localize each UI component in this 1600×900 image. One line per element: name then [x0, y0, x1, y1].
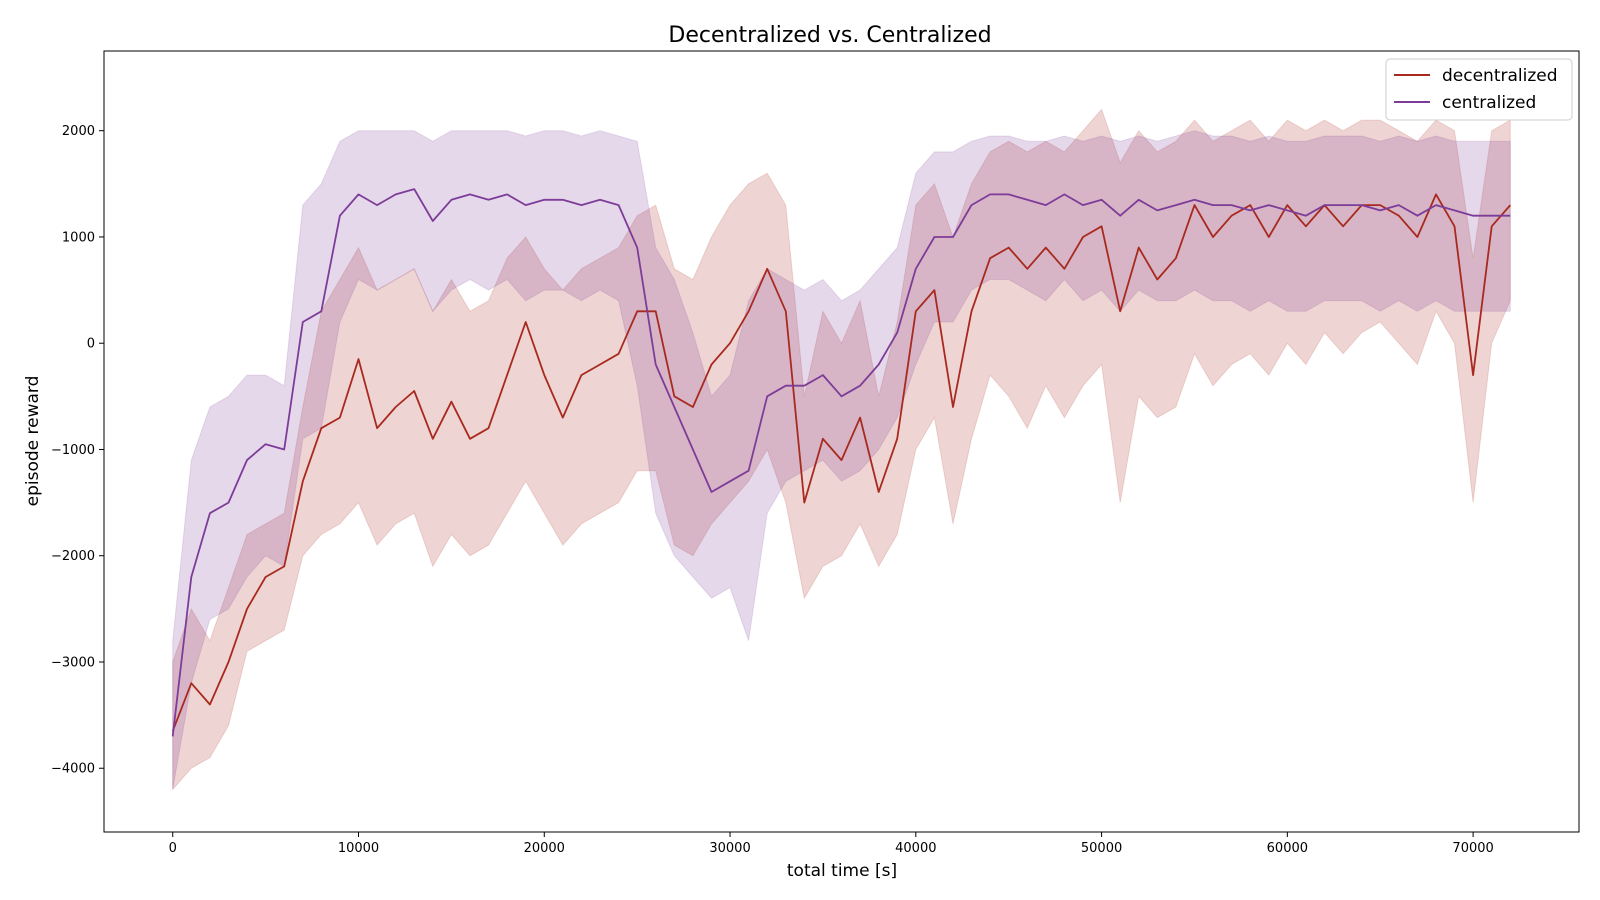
x-tick-label: 60000 [1267, 841, 1308, 856]
y-tick-label: −2000 [51, 549, 95, 564]
legend-box [1385, 58, 1573, 121]
x-axis-label: total time [s] [787, 861, 897, 881]
y-axis-label: episode reward [23, 376, 43, 507]
y-tick-label: 1000 [62, 230, 95, 245]
x-tick-label: 50000 [1081, 841, 1122, 856]
series-line-decentralized [171, 193, 1511, 732]
legend-label-centralized: centralized [1442, 93, 1536, 113]
series-lines [171, 188, 1511, 737]
y-tick-label: 2000 [62, 124, 95, 139]
x-tick-label: 10000 [338, 841, 379, 856]
x-tick-label: 30000 [709, 841, 750, 856]
plot-area-frame [103, 50, 1580, 833]
y-tick-label: −4000 [51, 762, 95, 777]
x-tick-label: 40000 [895, 841, 936, 856]
series-line-centralized [171, 188, 1511, 737]
y-tick-label: −1000 [51, 443, 95, 458]
y-tick-label: 0 [87, 337, 95, 352]
y-axis-ticks: −4000 −3000 −2000 −1000 0 1000 2000 [51, 124, 104, 777]
x-tick-label: 70000 [1452, 841, 1493, 856]
chart-title: Decentralized vs. Centralized [668, 23, 991, 48]
x-tick-label: 0 [169, 841, 177, 856]
band-decentralized [172, 108, 1511, 791]
legend-label-decentralized: decentralized [1442, 66, 1558, 86]
x-axis-ticks: 0 10000 20000 30000 40000 50000 60000 70000 [169, 832, 1494, 856]
legend: decentralized centralized [1385, 58, 1573, 121]
y-tick-label: −3000 [51, 655, 95, 670]
x-tick-label: 20000 [524, 841, 565, 856]
